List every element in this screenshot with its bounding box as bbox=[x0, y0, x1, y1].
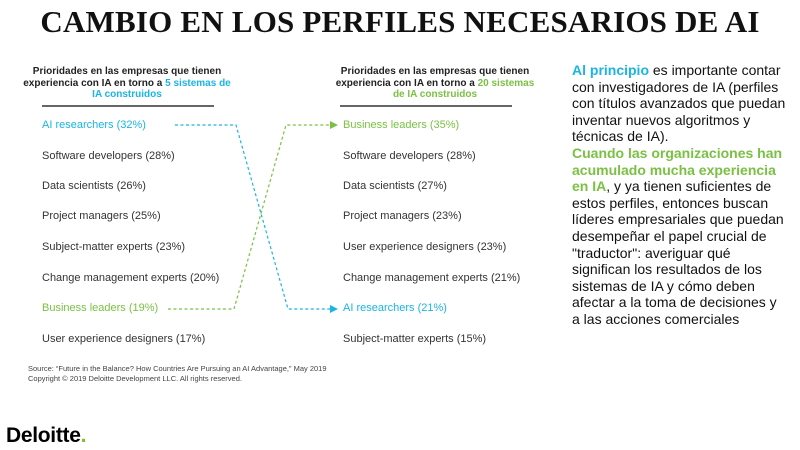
right-header-text: Prioridades en las empresas que tienen e… bbox=[335, 66, 530, 89]
left-item-data-scientists: Data scientists (26%) bbox=[42, 180, 146, 192]
left-item-subject-matter-experts: Subject-matter experts (23%) bbox=[42, 241, 186, 253]
right-header-rule bbox=[340, 105, 512, 107]
logo-dot: . bbox=[80, 424, 87, 447]
left-header-highlight: 5 sistemas de IA construidos bbox=[92, 77, 231, 101]
left-item-software-developers: Software developers (28%) bbox=[42, 150, 175, 162]
copyright-line: Copyright © 2019 Deloitte Development LL… bbox=[28, 374, 242, 383]
right-item-ai-researchers: AI researchers (21%) bbox=[343, 302, 447, 314]
description-text: Al principio es importante contar con in… bbox=[572, 62, 787, 328]
description-text-2: , y ya tienen suficientes de estos perfi… bbox=[572, 178, 784, 327]
right-item-software-developers: Software developers (28%) bbox=[343, 150, 476, 162]
left-column-header: Prioridades en las empresas que tienen e… bbox=[22, 66, 232, 101]
source-line: Source: “Future in the Balance? How Coun… bbox=[28, 364, 327, 373]
description-text-1: es importante contar con investigadores … bbox=[572, 62, 786, 145]
deloitte-logo: Deloitte. bbox=[6, 424, 86, 448]
page-title: CAMBIO EN LOS PERFILES NECESARIOS DE AI bbox=[40, 4, 760, 39]
right-item-subject-matter-experts: Subject-matter experts (15%) bbox=[343, 333, 487, 345]
left-item-change-management-experts: Change management experts (20%) bbox=[42, 272, 220, 284]
right-item-data-scientists: Data scientists (27%) bbox=[343, 180, 447, 192]
left-item-project-managers: Project managers (25%) bbox=[42, 210, 161, 222]
connector-business-leaders bbox=[168, 121, 338, 310]
right-item-user-experience-designers: User experience designers (23%) bbox=[343, 241, 507, 253]
source-note: Source: “Future in the Balance? How Coun… bbox=[28, 364, 327, 384]
left-item-user-experience-designers: User experience designers (17%) bbox=[42, 333, 206, 345]
right-header-highlight: 20 sistemas de IA construidos bbox=[392, 77, 535, 101]
connector-ai-researchers bbox=[175, 124, 338, 313]
right-column-header: Prioridades en las empresas que tienen e… bbox=[330, 66, 540, 101]
left-item-business-leaders: Business leaders (19%) bbox=[42, 302, 159, 314]
right-item-project-managers: Project managers (23%) bbox=[343, 210, 462, 222]
right-item-change-management-experts: Change management experts (21%) bbox=[343, 272, 521, 284]
left-item-ai-researchers: AI researchers (32%) bbox=[42, 119, 146, 131]
right-item-business-leaders: Business leaders (35%) bbox=[343, 119, 460, 131]
left-header-rule bbox=[42, 105, 214, 107]
description-highlight-1: Al principio bbox=[572, 62, 649, 78]
description-highlight-2: Cuando las organizaciones han acumulado … bbox=[572, 144, 783, 195]
logo-wordmark: Deloitte bbox=[6, 424, 81, 447]
left-header-text: Prioridades en las empresas que tienen e… bbox=[23, 66, 222, 89]
